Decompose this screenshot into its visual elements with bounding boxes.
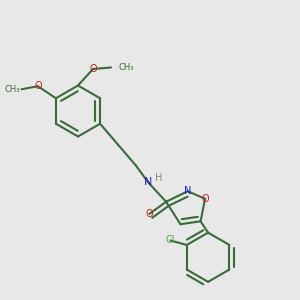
- Text: H: H: [155, 173, 162, 183]
- Text: O: O: [89, 64, 97, 74]
- Text: O: O: [201, 194, 209, 204]
- Text: O: O: [146, 209, 153, 219]
- Text: CH₃: CH₃: [118, 63, 134, 72]
- Text: Cl: Cl: [166, 236, 175, 245]
- Text: N: N: [184, 186, 191, 196]
- Text: N: N: [144, 177, 152, 187]
- Text: CH₃: CH₃: [4, 85, 20, 94]
- Text: O: O: [34, 81, 42, 91]
